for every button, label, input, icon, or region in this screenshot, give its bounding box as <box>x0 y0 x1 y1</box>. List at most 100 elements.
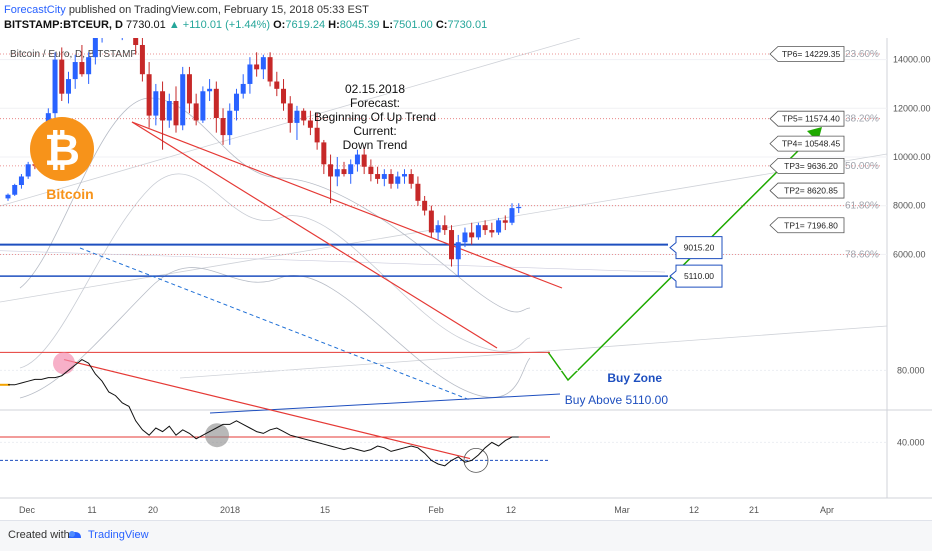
candle-body <box>435 225 441 233</box>
price-tick-label: 8000.00 <box>893 201 926 211</box>
candle-body <box>469 232 475 238</box>
candle-body <box>428 210 434 233</box>
candle-body <box>186 74 192 104</box>
rsi-bottom-highlight <box>463 447 489 473</box>
support-zone-diagonal <box>0 250 666 273</box>
low-value: 7501.00 <box>393 19 433 31</box>
candle-body <box>72 62 78 80</box>
fib-level-label: 23.60% <box>845 49 879 60</box>
downtrend-line-inner <box>131 121 498 349</box>
candle-body <box>388 174 394 184</box>
time-tick-label: Mar <box>614 505 630 515</box>
candle-body <box>314 127 320 143</box>
target-callout-box <box>769 46 845 62</box>
fib-level-label: 78.60% <box>845 249 879 260</box>
chart-title: Bitcoin / Euro, D, BITSTAMP <box>10 49 137 60</box>
candle-body <box>92 38 98 58</box>
rsi-line <box>8 359 519 467</box>
middle-band-line <box>19 173 531 369</box>
candle-body <box>516 206 522 209</box>
candle-body <box>422 200 428 211</box>
support-value-label: 9015.20 <box>684 243 715 253</box>
candle-body <box>233 93 239 111</box>
candle-body <box>180 74 186 126</box>
time-tick-label: 20 <box>148 505 158 515</box>
target-callout-box <box>769 182 845 199</box>
bitcoin-label: Bitcoin <box>46 186 93 202</box>
symbol-line: BITSTAMP:BTCEUR, D 7730.01 ▲ +110.01 (+1… <box>4 19 488 31</box>
candle-body <box>240 83 246 94</box>
target-callout-box <box>769 135 845 152</box>
target-callout-label: TP3= 9636.20 <box>784 161 838 171</box>
time-tick-label: Feb <box>428 505 444 515</box>
target-callout-label: TP5= 11574.40 <box>782 114 840 124</box>
candle-body <box>52 59 58 114</box>
candle-body <box>160 91 166 121</box>
candle-body <box>502 220 508 223</box>
candle-body <box>341 169 347 175</box>
lower-band-line <box>19 267 531 399</box>
candle-body <box>274 81 280 89</box>
buy-zone-label: Buy Zone <box>607 371 662 385</box>
candle-body <box>395 176 401 184</box>
forecast-note-line: Beginning Of Up Trend <box>314 110 436 124</box>
rsi-peak-highlight <box>53 352 75 375</box>
forecast-note-line: 02.15.2018 <box>345 82 405 96</box>
candle-body <box>220 118 226 136</box>
candle-body <box>166 100 172 121</box>
time-tick-label: Dec <box>19 505 36 515</box>
candle-body <box>65 79 71 94</box>
candle-body <box>79 62 85 75</box>
author-link[interactable]: ForecastCity <box>4 4 66 16</box>
published-text: published on TradingView.com, February 1… <box>68 4 369 16</box>
last-price: 7730.01 <box>126 19 166 31</box>
time-tick-label: 2018 <box>220 505 240 515</box>
candle-body <box>139 44 145 75</box>
candle-body <box>12 185 18 195</box>
candle-body <box>496 220 502 233</box>
candle-body <box>260 57 266 70</box>
target-callout-label: TP1= 7196.80 <box>784 220 838 230</box>
candle-body <box>146 74 152 116</box>
target-callout-box <box>769 217 845 234</box>
candle-body <box>5 194 11 199</box>
support-value-box <box>669 264 723 288</box>
support-value-box <box>669 236 723 260</box>
forecast-note-line: Forecast: <box>350 96 400 110</box>
candle-body <box>200 91 206 121</box>
candle-body <box>462 232 468 243</box>
candle-body <box>368 166 374 175</box>
target-callout-box <box>769 157 845 174</box>
publish-line: ForecastCity published on TradingView.co… <box>4 4 369 16</box>
price-chart[interactable]: Bitcoin / Euro, D, BITSTAMP 6000.00 8000.0… <box>0 38 932 520</box>
time-tick-label: 11 <box>87 505 96 515</box>
buy-above-label: Buy Above 5110.00 <box>565 393 669 407</box>
target-callout-label: TP6= 14229.35 <box>782 49 841 59</box>
time-tick-label: 12 <box>689 505 699 515</box>
footer: Created with TradingView <box>0 520 932 551</box>
candle-body <box>301 110 307 121</box>
candle-body <box>509 208 515 223</box>
chart-header: ForecastCity published on TradingView.co… <box>0 0 932 40</box>
candle-body <box>18 176 24 186</box>
rsi-tick-label: 40.000 <box>897 437 925 447</box>
candle-body <box>86 57 92 75</box>
candle-body <box>354 154 360 165</box>
candle-body <box>475 225 481 238</box>
candle-body <box>449 230 455 260</box>
rsi-divergence-highlight <box>205 423 229 448</box>
candle-body <box>247 64 253 84</box>
close-value: 7730.01 <box>447 19 488 31</box>
tradingview-brand[interactable]: TradingView <box>88 529 149 541</box>
candle-body <box>213 88 219 119</box>
candle-body <box>455 242 461 260</box>
downtrend-line-outer <box>131 121 563 289</box>
candle-body <box>348 164 354 175</box>
forecast-note-line: Down Trend <box>343 138 408 152</box>
target-callout-box <box>769 110 845 127</box>
candle-body <box>489 230 495 233</box>
high-value: 8045.39 <box>339 19 380 31</box>
candle-body <box>133 38 139 45</box>
candle-body <box>375 174 381 179</box>
time-tick-label: 12 <box>506 505 516 515</box>
